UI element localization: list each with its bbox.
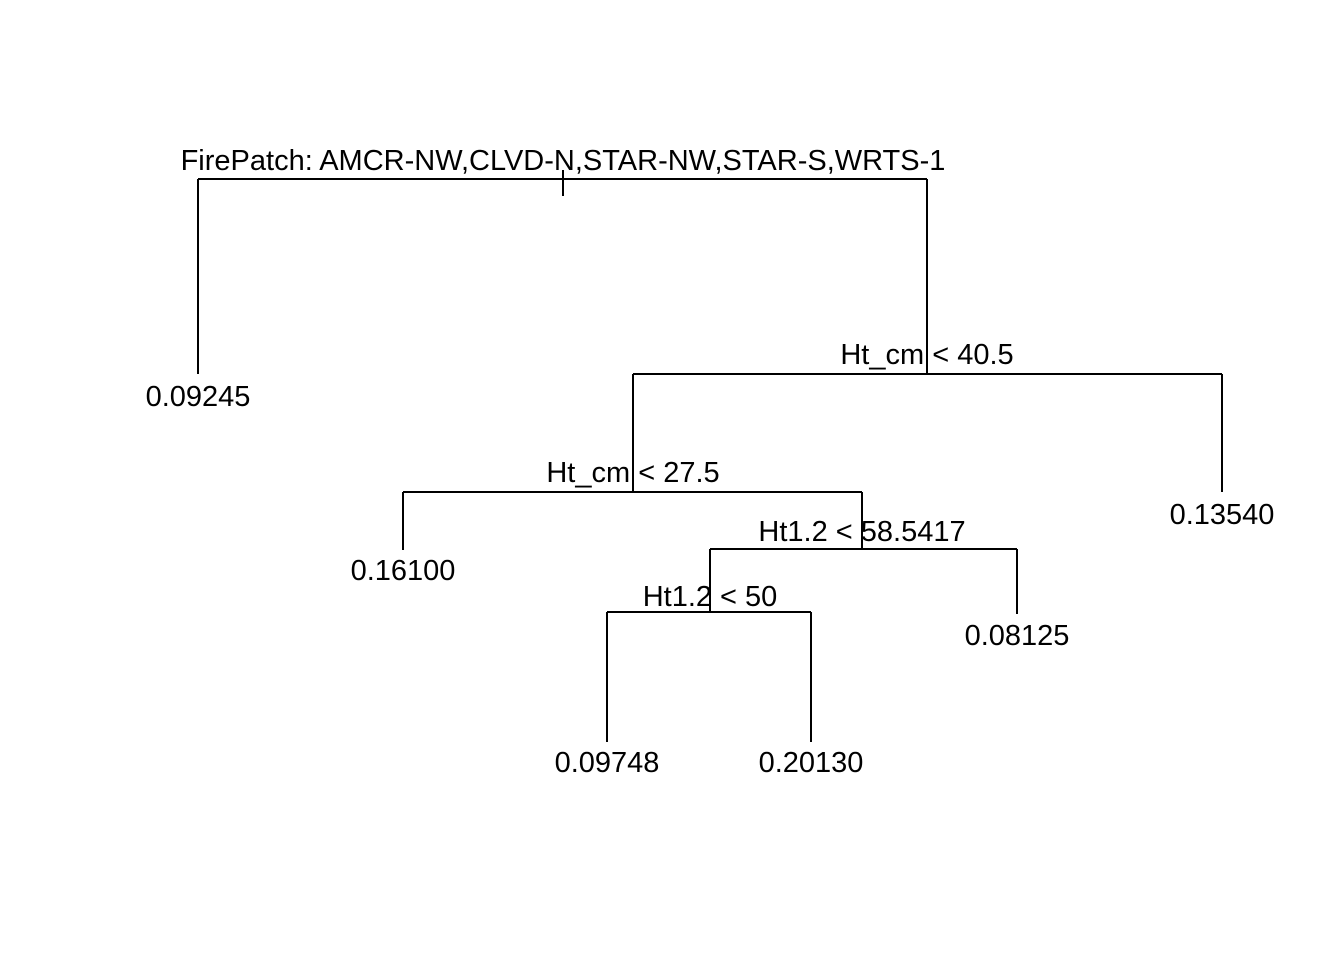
leaf-label-4: 0.20130: [759, 747, 864, 779]
node-ht-cm-40: Ht_cm < 40.5: [632, 339, 1223, 492]
split-label-ht1-2-50: Ht1.2 < 50: [643, 581, 778, 613]
split-label-root: FirePatch: AMCR-NW,CLVD-N,STAR-NW,STAR-S…: [181, 145, 946, 177]
leaf-label-6: 0.13540: [1170, 499, 1275, 531]
split-label-ht-cm-40: Ht_cm < 40.5: [840, 339, 1013, 371]
leaf-label-3: 0.09748: [555, 747, 660, 779]
leaf-label-1: 0.09245: [146, 381, 251, 413]
leaf-label-2: 0.16100: [351, 555, 456, 587]
node-ht1-2-58: Ht1.2 < 58.5417: [709, 516, 1018, 614]
split-label-ht-cm-27: Ht_cm < 27.5: [546, 457, 719, 489]
node-ht-cm-27: Ht_cm < 27.5: [402, 457, 863, 550]
node-root: FirePatch: AMCR-NW,CLVD-N,STAR-NW,STAR-S…: [181, 145, 946, 374]
split-label-ht1-2-58: Ht1.2 < 58.5417: [758, 516, 965, 548]
node-ht1-2-50: Ht1.2 < 50: [606, 581, 812, 742]
leaf-label-5: 0.08125: [965, 620, 1070, 652]
